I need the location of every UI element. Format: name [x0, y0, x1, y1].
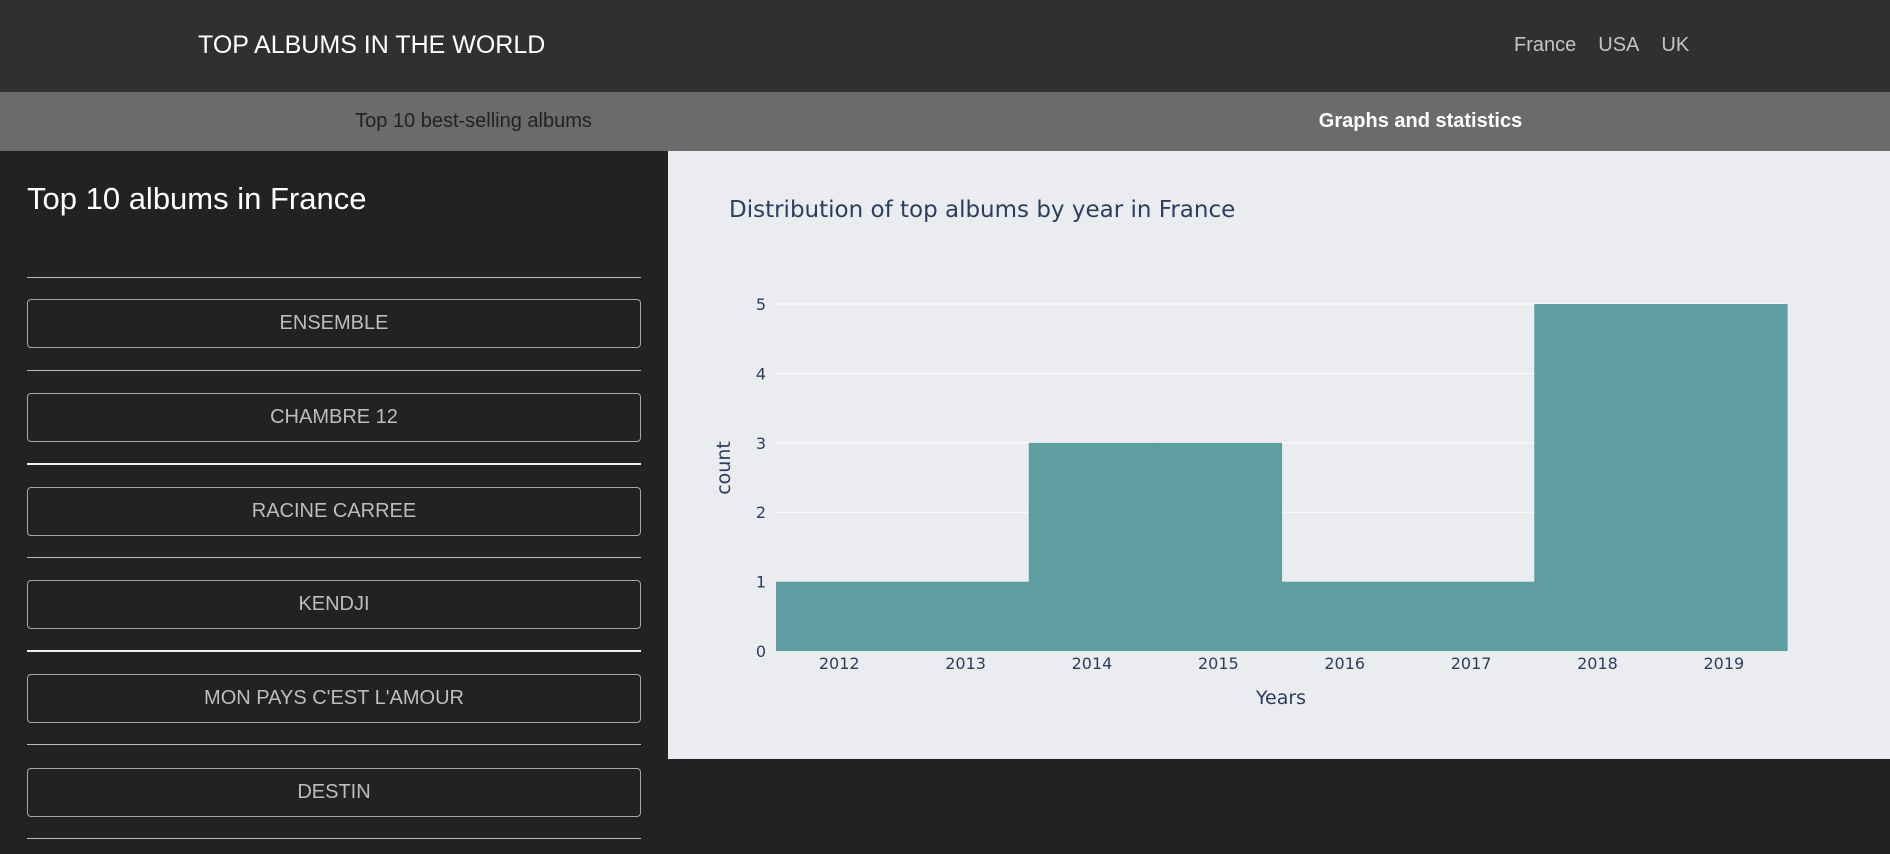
- top-navbar: TOP ALBUMS IN THE WORLD France USA UK: [0, 0, 1890, 92]
- album-button-racine-carree[interactable]: RACINE CARREE: [27, 487, 641, 536]
- tab-bar: Top 10 best-selling albums Graphs and st…: [0, 92, 1890, 151]
- divider: [27, 744, 641, 745]
- divider: [27, 463, 641, 465]
- nav-link-france[interactable]: France: [1514, 34, 1577, 56]
- divider: [27, 370, 641, 371]
- x-tick-label: 2018: [1577, 654, 1618, 673]
- bar-2017[interactable]: [1407, 581, 1535, 651]
- bar-2013[interactable]: [902, 581, 1030, 651]
- year-distribution-chart: 0 1 2 3 4 5 2012 2013 2014 2015 2016 2017 2018 2019 Y…: [713, 295, 1788, 709]
- x-tick-label: 2019: [1703, 654, 1744, 673]
- y-tick-label: 0: [756, 642, 766, 661]
- album-button-chambre-12[interactable]: CHAMBRE 12: [27, 393, 641, 442]
- x-tick-label: 2015: [1198, 654, 1239, 673]
- album-button-kendji[interactable]: KENDJI: [27, 580, 641, 629]
- x-tick-label: 2016: [1324, 654, 1365, 673]
- graph-panel: Distribution of top albums by year in Fr…: [668, 151, 1890, 759]
- nav-link-usa[interactable]: USA: [1598, 34, 1640, 56]
- y-tick-label: 2: [756, 503, 766, 522]
- x-tick-label: 2012: [819, 654, 860, 673]
- sidebar-title: Top 10 albums in France: [27, 181, 367, 216]
- bar-2015[interactable]: [1155, 442, 1283, 651]
- bar-2018[interactable]: [1534, 304, 1662, 651]
- bar-2012[interactable]: [776, 581, 903, 651]
- divider: [27, 277, 641, 278]
- bar-2019[interactable]: [1660, 304, 1788, 651]
- brand-title[interactable]: TOP ALBUMS IN THE WORLD: [198, 31, 546, 59]
- chart-title: Distribution of top albums by year in Fr…: [729, 197, 1236, 223]
- y-tick-label: 4: [756, 364, 766, 383]
- y-tick-label: 3: [756, 434, 766, 453]
- y-tick-label: 1: [756, 573, 766, 592]
- tab-graphs-and-statistics[interactable]: Graphs and statistics: [1318, 110, 1523, 132]
- x-axis-label: Years: [1255, 687, 1306, 709]
- country-nav: France USA UK: [1514, 32, 1689, 58]
- tab-best-selling-albums[interactable]: Top 10 best-selling albums: [355, 110, 592, 132]
- y-tick-label: 5: [756, 295, 766, 314]
- albums-sidebar: Top 10 albums in France ENSEMBLE CHAMBRE…: [0, 151, 668, 854]
- nav-link-uk[interactable]: UK: [1661, 34, 1690, 56]
- divider: [27, 557, 641, 558]
- x-tick-label: 2013: [945, 654, 986, 673]
- divider: [27, 650, 641, 652]
- x-tick-label: 2014: [1072, 654, 1113, 673]
- album-button-destin[interactable]: DESTIN: [27, 768, 641, 817]
- x-tick-label: 2017: [1451, 654, 1492, 673]
- y-axis-label: count: [713, 441, 735, 495]
- album-button-mon-pays-cest-lamour[interactable]: MON PAYS C'EST L'AMOUR: [27, 674, 641, 723]
- bar-2014[interactable]: [1028, 442, 1156, 651]
- bar-2016[interactable]: [1281, 581, 1409, 651]
- divider: [27, 838, 641, 839]
- album-button-ensemble[interactable]: ENSEMBLE: [27, 299, 641, 348]
